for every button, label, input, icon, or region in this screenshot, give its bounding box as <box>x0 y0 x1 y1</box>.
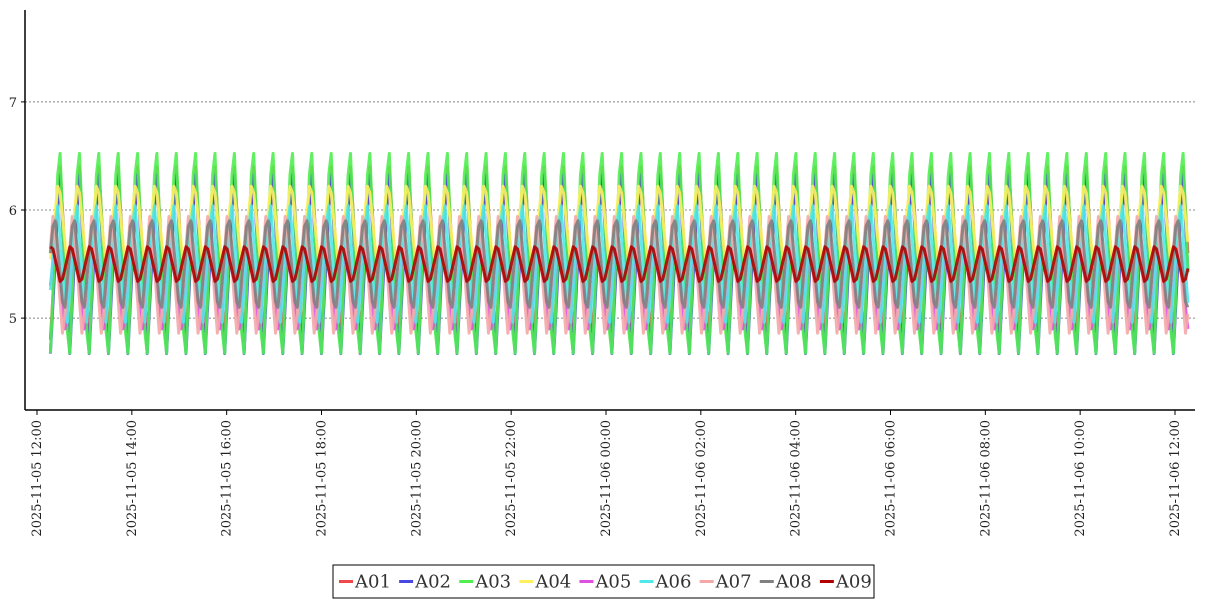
x-tick-label: 2025-11-05 14:00 <box>125 420 140 537</box>
legend-label-a09: A09 <box>835 572 872 593</box>
legend-label-a08: A08 <box>775 572 812 593</box>
legend-label-a02: A02 <box>414 572 451 593</box>
series-line-a09 <box>49 245 1190 283</box>
x-tick-label: 2025-11-06 06:00 <box>884 420 899 537</box>
x-tick-label: 2025-11-05 12:00 <box>30 420 45 537</box>
y-ticks: 5 6 7 <box>9 96 25 327</box>
x-tick-label: 2025-11-05 20:00 <box>409 420 424 537</box>
x-tick-label: 2025-11-06 10:00 <box>1073 420 1088 537</box>
series-lines <box>48 151 1190 356</box>
series-line-a08 <box>48 219 1190 309</box>
legend-label-a05: A05 <box>594 572 631 593</box>
legend-label-a01: A01 <box>354 572 391 593</box>
x-tick-label: 2025-11-05 18:00 <box>315 420 330 537</box>
x-tick-label: 2025-11-06 04:00 <box>789 420 804 537</box>
x-ticks: 2025-11-05 12:00 2025-11-05 14:00 2025-11-… <box>30 410 1183 537</box>
x-tick-label: 2025-11-06 12:00 <box>1168 420 1183 537</box>
y-tick-label: 6 <box>9 204 17 219</box>
legend-label-a03: A03 <box>474 572 511 593</box>
x-tick-label: 2025-11-06 00:00 <box>599 420 614 537</box>
legend: A01 A02 A03 A04 A05 A06 A07 A08 A09 <box>332 564 875 599</box>
legend-label-a06: A06 <box>655 572 692 593</box>
legend-box <box>332 564 875 599</box>
x-tick-label: 2025-11-05 16:00 <box>220 420 235 537</box>
x-tick-label: 2025-11-05 22:00 <box>504 420 519 537</box>
legend-label-a04: A04 <box>534 572 571 593</box>
x-tick-label: 2025-11-06 02:00 <box>694 420 709 537</box>
legend-label-a07: A07 <box>715 572 752 593</box>
y-tick-label: 5 <box>9 312 17 327</box>
x-tick-label: 2025-11-06 08:00 <box>978 420 993 537</box>
y-tick-label: 7 <box>9 96 17 111</box>
